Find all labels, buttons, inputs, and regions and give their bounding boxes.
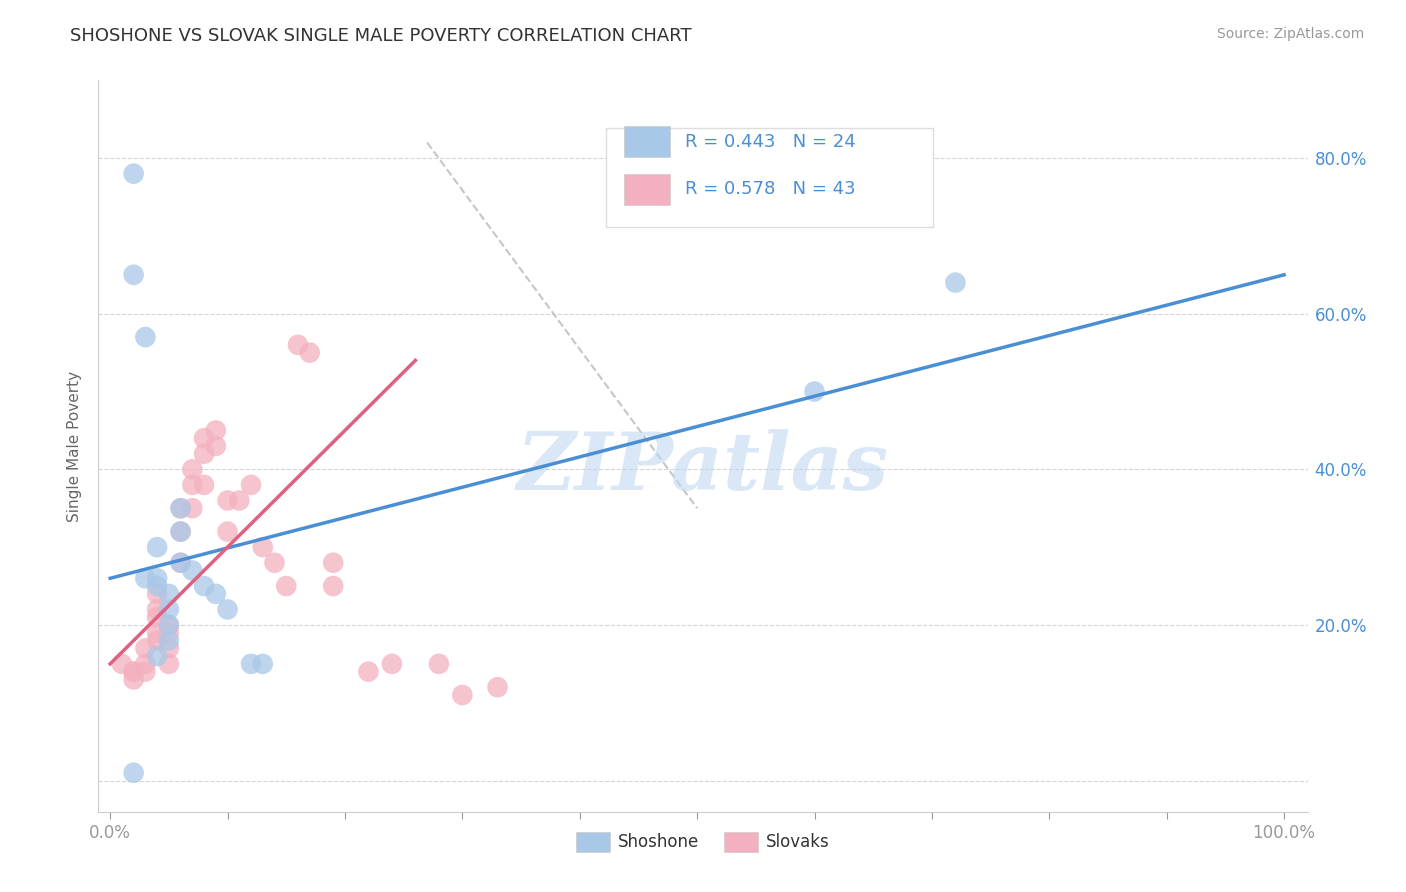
Point — [122, 665, 145, 679]
Point — [217, 524, 239, 539]
Point — [169, 524, 191, 539]
Point — [157, 618, 180, 632]
FancyBboxPatch shape — [606, 128, 932, 227]
Point — [451, 688, 474, 702]
Point — [263, 556, 285, 570]
Point — [146, 610, 169, 624]
Text: R = 0.578   N = 43: R = 0.578 N = 43 — [685, 180, 855, 198]
Point — [217, 602, 239, 616]
Point — [157, 657, 180, 671]
Point — [427, 657, 450, 671]
Point — [146, 625, 169, 640]
Point — [122, 665, 145, 679]
Point — [228, 493, 250, 508]
Legend: Shoshone, Slovaks: Shoshone, Slovaks — [569, 826, 837, 858]
Point — [169, 556, 191, 570]
Point — [357, 665, 380, 679]
Point — [240, 657, 263, 671]
Point — [134, 330, 156, 344]
Point — [134, 657, 156, 671]
FancyBboxPatch shape — [624, 127, 671, 157]
Point — [157, 641, 180, 656]
Point — [204, 439, 226, 453]
Point — [204, 424, 226, 438]
Point — [146, 571, 169, 585]
Point — [146, 649, 169, 664]
Point — [276, 579, 298, 593]
Point — [193, 579, 215, 593]
Point — [134, 665, 156, 679]
FancyBboxPatch shape — [624, 174, 671, 204]
Text: SHOSHONE VS SLOVAK SINGLE MALE POVERTY CORRELATION CHART: SHOSHONE VS SLOVAK SINGLE MALE POVERTY C… — [70, 27, 692, 45]
Point — [181, 478, 204, 492]
Point — [146, 587, 169, 601]
Point — [193, 447, 215, 461]
Point — [217, 493, 239, 508]
Text: ZIPatlas: ZIPatlas — [517, 429, 889, 507]
Point — [157, 587, 180, 601]
Point — [298, 345, 321, 359]
Point — [252, 657, 274, 671]
Point — [181, 462, 204, 476]
Point — [193, 478, 215, 492]
Point — [252, 540, 274, 554]
Point — [322, 579, 344, 593]
Text: Source: ZipAtlas.com: Source: ZipAtlas.com — [1216, 27, 1364, 41]
Y-axis label: Single Male Poverty: Single Male Poverty — [67, 370, 83, 522]
Point — [381, 657, 404, 671]
Point — [169, 501, 191, 516]
Point — [157, 618, 180, 632]
Point — [193, 431, 215, 445]
Point — [287, 338, 309, 352]
Point — [146, 633, 169, 648]
Point — [181, 564, 204, 578]
Point — [945, 276, 967, 290]
Point — [204, 587, 226, 601]
Point — [169, 501, 191, 516]
Point — [111, 657, 134, 671]
Text: R = 0.443   N = 24: R = 0.443 N = 24 — [685, 133, 856, 151]
Point — [181, 501, 204, 516]
Point — [486, 680, 509, 694]
Point — [122, 765, 145, 780]
Point — [146, 540, 169, 554]
Point — [134, 641, 156, 656]
Point — [169, 556, 191, 570]
Point — [146, 579, 169, 593]
Point — [157, 602, 180, 616]
Point — [322, 556, 344, 570]
Point — [157, 625, 180, 640]
Point — [134, 571, 156, 585]
Point — [157, 633, 180, 648]
Point — [122, 167, 145, 181]
Point — [240, 478, 263, 492]
Point — [146, 602, 169, 616]
Point — [122, 673, 145, 687]
Point — [803, 384, 825, 399]
Point — [122, 268, 145, 282]
Point — [169, 524, 191, 539]
